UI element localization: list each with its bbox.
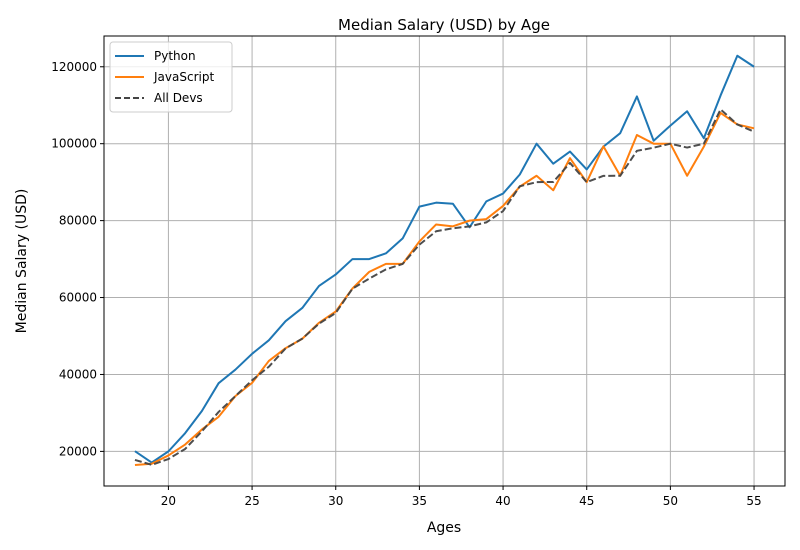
legend-label: All Devs: [154, 91, 203, 105]
y-tick-label: 120000: [51, 60, 97, 74]
chart-title: Median Salary (USD) by Age: [338, 16, 550, 34]
series-lines: [134, 54, 755, 467]
y-tick-label: 100000: [51, 137, 97, 151]
legend: Python JavaScript All Devs: [109, 41, 233, 113]
x-tick-label: 45: [579, 494, 594, 508]
series-line-all-devs: [134, 108, 755, 466]
legend-label: Python: [154, 49, 196, 63]
x-tick-label: 55: [746, 494, 761, 508]
x-axis-ticks: 20 25 30 35 40 45 50 55: [161, 486, 762, 508]
x-tick-label: 40: [495, 494, 510, 508]
x-tick-label: 35: [412, 494, 427, 508]
legend-box: [109, 41, 233, 113]
x-tick-label: 25: [244, 494, 259, 508]
x-tick-label: 20: [161, 494, 176, 508]
legend-label: JavaScript: [153, 70, 214, 84]
y-tick-label: 40000: [59, 367, 97, 381]
y-tick-label: 80000: [59, 214, 97, 228]
y-axis-label: Median Salary (USD): [14, 189, 30, 334]
y-tick-label: 60000: [59, 291, 97, 305]
plot-frame: [103, 35, 786, 487]
gridlines: [104, 36, 785, 486]
series-line-python: [134, 54, 755, 464]
x-tick-label: 50: [663, 494, 678, 508]
x-axis-label: Ages: [427, 520, 461, 536]
y-axis-ticks: 20000 40000 60000 80000 100000 120000: [51, 60, 104, 458]
x-tick-label: 30: [328, 494, 343, 508]
y-tick-label: 20000: [59, 444, 97, 458]
